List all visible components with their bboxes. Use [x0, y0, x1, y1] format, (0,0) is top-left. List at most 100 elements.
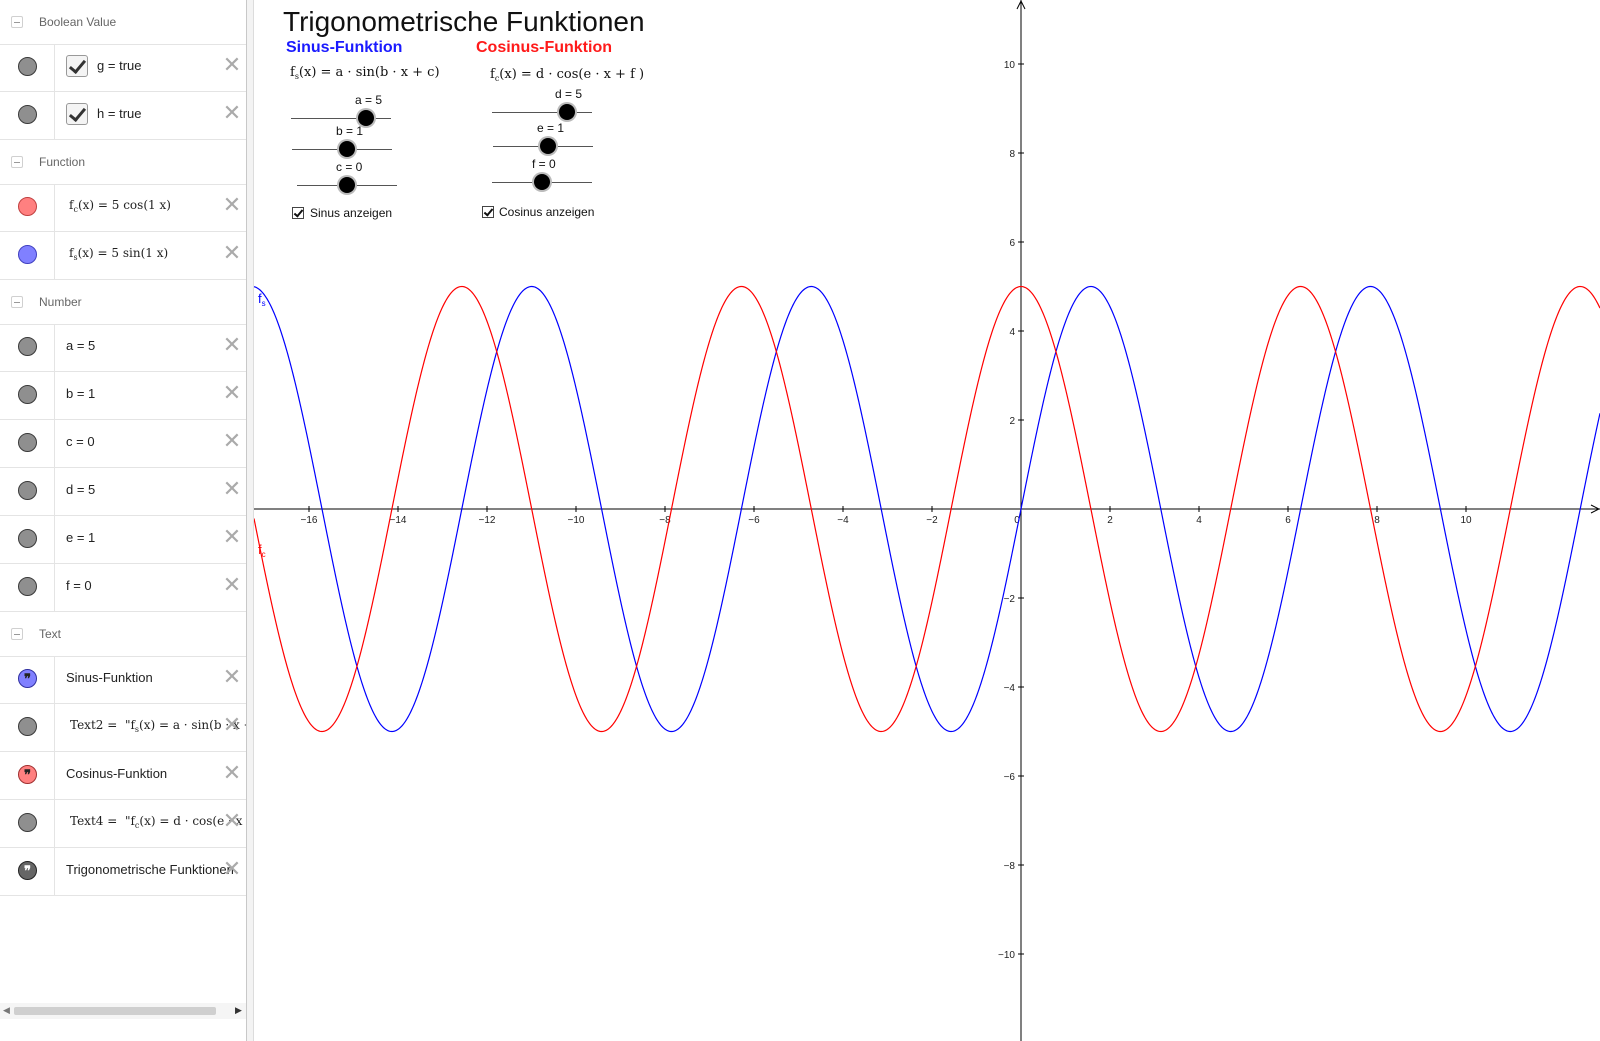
quote-icon[interactable]: ❞ [18, 669, 37, 688]
algebra-row-text2[interactable]: Text2 = "fs(x) = a · sin(b · x + c ✕ [0, 704, 246, 752]
algebra-row-d[interactable]: d = 5 ✕ [0, 468, 246, 516]
number-value: b = 1 [66, 386, 96, 401]
marble-cell [0, 324, 55, 371]
x-tick-label: −4 [837, 515, 849, 526]
graphics-view[interactable]: −16 −14 −12 −10 −8 −6 −4 −2 0 2 4 6 8 10 −10 −8 −6 −4 −2 2 4… [254, 0, 1600, 1041]
var-name: h [97, 106, 105, 121]
curve-label-subscript: s [261, 299, 266, 308]
y-tick-label: 10 [1004, 60, 1016, 71]
graph-canvas[interactable]: −16 −14 −12 −10 −8 −6 −4 −2 0 2 4 6 8 10 −10 −8 −6 −4 −2 2 4… [254, 0, 1600, 1041]
x-tick-label: 8 [1374, 515, 1380, 526]
algebra-row-h[interactable]: h = true ✕ [0, 92, 246, 140]
page-title: Trigonometrische Funktionen [283, 6, 645, 37]
slider-knob-e[interactable] [540, 138, 556, 154]
collapse-icon[interactable] [11, 628, 23, 640]
marble-cell [0, 184, 55, 231]
delete-icon[interactable]: ✕ [222, 476, 242, 501]
curve-label-fs: fs [258, 291, 266, 308]
algebra-row-fc[interactable]: fc(x) = 5 cos(1 x) ✕ [0, 184, 246, 232]
quote-icon[interactable]: ❞ [18, 765, 37, 784]
collapse-icon[interactable] [11, 296, 23, 308]
collapse-icon[interactable] [11, 156, 23, 168]
text-value: Trigonometrische Funktionen [66, 862, 234, 877]
visibility-marble[interactable] [18, 337, 37, 356]
y-tick-label: −2 [1004, 594, 1016, 605]
function-name: f [69, 198, 74, 212]
curves [254, 285, 1600, 733]
checkbox-h[interactable] [66, 103, 88, 125]
group-header-number[interactable]: Number [0, 280, 246, 325]
marble-cell [0, 232, 55, 279]
equals-sign: = [107, 106, 116, 121]
algebra-row-f[interactable]: f = 0 ✕ [0, 564, 246, 612]
visibility-marble[interactable] [18, 105, 37, 124]
slider-knob-f[interactable] [534, 174, 550, 190]
scroll-right-icon[interactable]: ▶ [235, 1005, 242, 1015]
scrollbar-thumb[interactable] [14, 1007, 216, 1015]
algebra-row-a[interactable]: a = 5 ✕ [0, 324, 246, 372]
curve-label-subscript: c [261, 550, 266, 559]
checkbox-g[interactable] [66, 55, 88, 77]
horizontal-scrollbar[interactable]: ◀ ▶ [0, 1003, 246, 1019]
algebra-row-text5[interactable]: ❞ Trigonometrische Funktionen ✕ [0, 848, 246, 896]
algebra-row-text3[interactable]: ❞ Cosinus-Funktion ✕ [0, 752, 246, 800]
scroll-left-icon[interactable]: ◀ [3, 1005, 10, 1015]
group-header-text[interactable]: Text [0, 612, 246, 657]
checkbox-cosinus[interactable] [482, 206, 494, 218]
visibility-marble[interactable] [18, 529, 37, 548]
formula-prefix: f [490, 67, 495, 82]
visibility-marble[interactable] [18, 433, 37, 452]
group-header-boolean[interactable]: Boolean Value [0, 0, 246, 45]
algebra-view: Boolean Value g = true ✕ h = true ✕ Func… [0, 0, 247, 1041]
visibility-marble[interactable] [18, 717, 37, 736]
algebra-row-fs[interactable]: fs(x) = 5 sin(1 x) ✕ [0, 232, 246, 280]
var-name: g [97, 58, 105, 73]
slider-track-d[interactable] [492, 112, 592, 113]
panel-splitter[interactable] [247, 0, 254, 1041]
algebra-row-b[interactable]: b = 1 ✕ [0, 372, 246, 420]
delete-icon[interactable]: ✕ [222, 332, 242, 357]
curve-label-name: f [258, 291, 262, 306]
algebra-row-e[interactable]: e = 1 ✕ [0, 516, 246, 564]
slider-track-a[interactable] [291, 118, 391, 119]
delete-icon[interactable]: ✕ [222, 380, 242, 405]
visibility-marble[interactable] [18, 813, 37, 832]
delete-icon[interactable]: ✕ [222, 192, 242, 217]
algebra-row-g[interactable]: g = true ✕ [0, 44, 246, 92]
slider-knob-b[interactable] [339, 141, 355, 157]
delete-icon[interactable]: ✕ [222, 808, 242, 833]
delete-icon[interactable]: ✕ [222, 524, 242, 549]
delete-icon[interactable]: ✕ [222, 100, 242, 125]
boolean-label: g = true [97, 58, 141, 73]
delete-icon[interactable]: ✕ [222, 428, 242, 453]
delete-icon[interactable]: ✕ [222, 712, 242, 737]
algebra-row-text1[interactable]: ❞ Sinus-Funktion ✕ [0, 656, 246, 704]
slider-knob-a[interactable] [358, 110, 374, 126]
delete-icon[interactable]: ✕ [222, 856, 242, 881]
visibility-marble[interactable] [18, 481, 37, 500]
algebra-row-c[interactable]: c = 0 ✕ [0, 420, 246, 468]
checkbox-sinus[interactable] [292, 207, 304, 219]
slider-knob-c[interactable] [339, 177, 355, 193]
collapse-icon[interactable] [11, 16, 23, 28]
delete-icon[interactable]: ✕ [222, 572, 242, 597]
y-tick-label: 6 [1009, 238, 1015, 249]
visibility-marble[interactable] [18, 197, 37, 216]
delete-icon[interactable]: ✕ [222, 52, 242, 77]
slider-knob-d[interactable] [559, 104, 575, 120]
algebra-row-text4[interactable]: Text4 = "fc(x) = d · cos(e · x + f ✕ [0, 800, 246, 848]
marble-cell [0, 44, 55, 91]
visibility-marble[interactable] [18, 57, 37, 76]
function-subscript: s [73, 253, 78, 262]
visibility-marble[interactable] [18, 577, 37, 596]
delete-icon[interactable]: ✕ [222, 760, 242, 785]
delete-icon[interactable]: ✕ [222, 240, 242, 265]
function-definition-fc: fc(x) = 5 cos(1 x) [69, 198, 171, 214]
visibility-marble[interactable] [18, 245, 37, 264]
quote-icon[interactable]: ❞ [18, 861, 37, 880]
y-tick-label: 2 [1009, 416, 1015, 427]
group-header-function[interactable]: Function [0, 140, 246, 185]
visibility-marble[interactable] [18, 385, 37, 404]
number-value: f = 0 [66, 578, 92, 593]
delete-icon[interactable]: ✕ [222, 664, 242, 689]
